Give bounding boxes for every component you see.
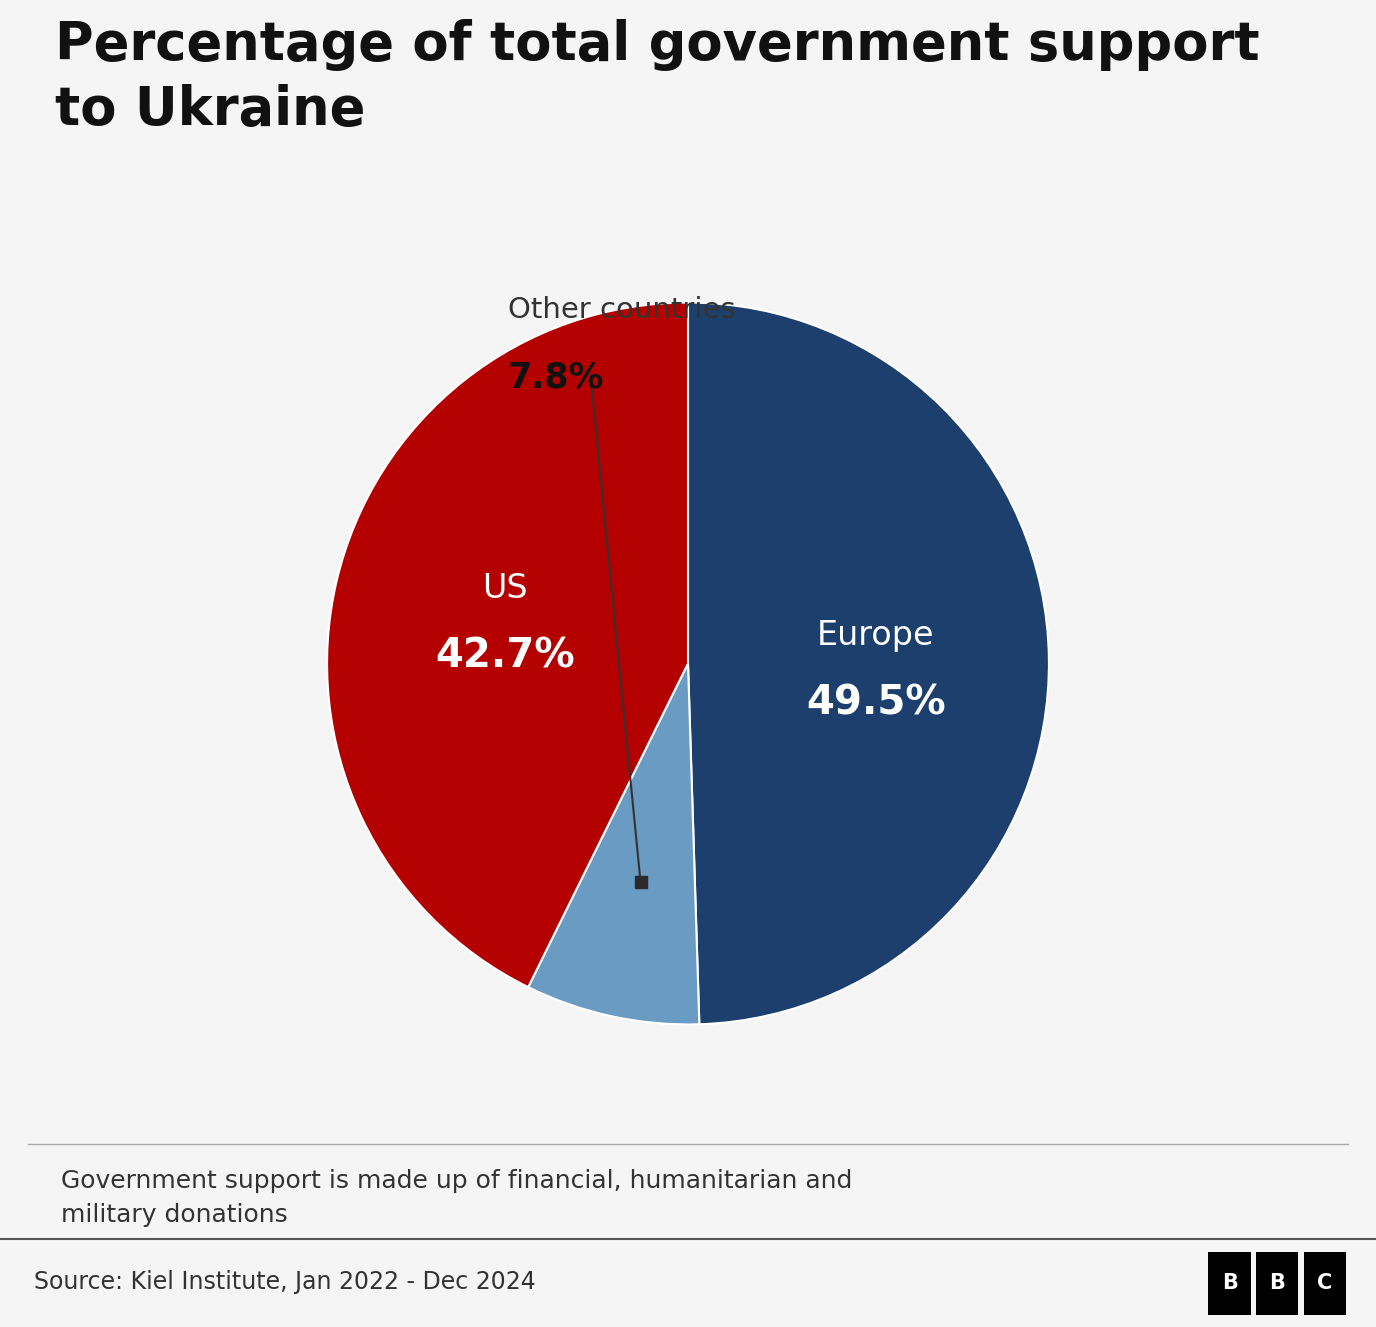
- Text: Europe: Europe: [817, 618, 934, 652]
- FancyBboxPatch shape: [1303, 1251, 1346, 1315]
- Text: 7.8%: 7.8%: [508, 361, 604, 394]
- Wedge shape: [688, 303, 1049, 1024]
- Text: 49.5%: 49.5%: [806, 683, 945, 723]
- Text: Other countries: Other countries: [508, 296, 735, 324]
- Text: US: US: [483, 572, 528, 605]
- Text: Government support is made up of financial, humanitarian and
military donations: Government support is made up of financi…: [61, 1169, 852, 1226]
- Text: Percentage of total government support
to Ukraine: Percentage of total government support t…: [55, 20, 1259, 135]
- Text: B: B: [1269, 1273, 1285, 1294]
- Text: 42.7%: 42.7%: [435, 637, 575, 677]
- FancyBboxPatch shape: [1256, 1251, 1299, 1315]
- FancyBboxPatch shape: [1208, 1251, 1251, 1315]
- Wedge shape: [327, 303, 688, 987]
- Text: Source: Kiel Institute, Jan 2022 - Dec 2024: Source: Kiel Institute, Jan 2022 - Dec 2…: [34, 1270, 537, 1294]
- Text: C: C: [1317, 1273, 1332, 1294]
- Wedge shape: [528, 664, 699, 1024]
- Text: B: B: [1222, 1273, 1237, 1294]
